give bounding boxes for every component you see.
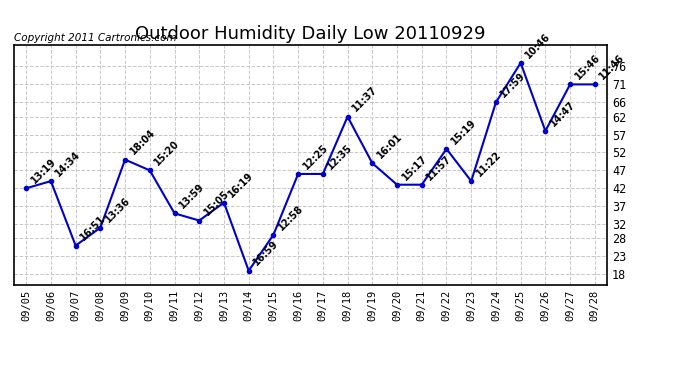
- Text: 16:59: 16:59: [251, 239, 280, 268]
- Text: 11:37: 11:37: [351, 85, 380, 114]
- Text: 10:46: 10:46: [524, 31, 553, 60]
- Text: 17:59: 17:59: [499, 70, 528, 99]
- Text: 15:46: 15:46: [573, 53, 602, 82]
- Text: 18:04: 18:04: [128, 128, 157, 157]
- Text: 16:01: 16:01: [375, 132, 404, 160]
- Title: Outdoor Humidity Daily Low 20110929: Outdoor Humidity Daily Low 20110929: [135, 26, 486, 44]
- Text: 12:25: 12:25: [301, 142, 330, 171]
- Text: 15:17: 15:17: [400, 153, 428, 182]
- Text: 13:59: 13:59: [177, 182, 206, 211]
- Text: 14:47: 14:47: [548, 99, 577, 128]
- Text: 11:22: 11:22: [474, 149, 503, 178]
- Text: 15:20: 15:20: [152, 139, 181, 168]
- Text: 12:58: 12:58: [276, 203, 305, 232]
- Text: 14:34: 14:34: [54, 149, 83, 178]
- Text: 11:57: 11:57: [424, 153, 453, 182]
- Text: 15:19: 15:19: [449, 117, 478, 146]
- Text: 11:46: 11:46: [598, 53, 627, 82]
- Text: 16:51: 16:51: [79, 214, 108, 243]
- Text: Copyright 2011 Cartronics.com: Copyright 2011 Cartronics.com: [14, 33, 177, 43]
- Text: 15:05: 15:05: [202, 189, 231, 218]
- Text: 12:35: 12:35: [326, 142, 355, 171]
- Text: 13:19: 13:19: [29, 156, 58, 186]
- Text: 13:36: 13:36: [103, 196, 132, 225]
- Text: 16:19: 16:19: [227, 171, 256, 200]
